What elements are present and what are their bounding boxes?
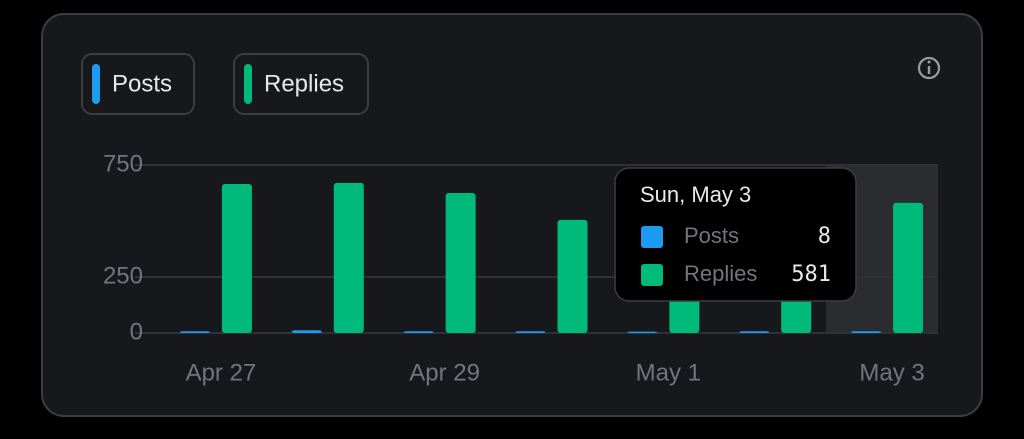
tooltip-label: Replies [684,261,757,286]
bar [291,330,322,333]
legend-chip[interactable] [81,53,195,115]
tooltip-swatch [641,226,663,248]
y-tick-label: 0 [130,318,143,345]
legend-swatch [244,64,252,104]
legend-label: Posts [112,70,172,97]
legend-swatch [92,64,100,104]
tooltip: Sun, May 3 Posts 8 Replies 581 [614,167,857,302]
bar [221,184,252,333]
x-tick-label: May 3 [859,359,924,386]
bar [333,182,364,333]
tooltip-swatch [641,264,663,286]
y-tick-label: 750 [103,150,143,177]
bar [893,202,924,333]
bar [403,331,434,333]
bar [515,331,546,333]
info-icon-dot [927,60,931,64]
x-tick-label: Apr 29 [409,359,480,386]
bar [627,331,658,334]
tooltip-value: 8 [818,224,831,249]
tooltip-label: Posts [684,223,739,248]
x-tick-label: Apr 27 [186,359,257,386]
x-tick-label: May 1 [636,359,701,386]
y-tick-label: 250 [103,262,143,289]
bar [851,331,882,333]
tooltip-value: 581 [791,262,831,287]
bar [445,193,476,333]
tooltip-box [614,167,857,302]
bar [739,331,770,333]
legend: Posts Replies [81,53,369,115]
legend-label: Replies [264,70,344,97]
bar [179,331,210,333]
info-icon[interactable] [917,56,941,80]
bar [557,219,588,333]
tooltip-title: Sun, May 3 [640,182,751,207]
legend-chip[interactable] [233,53,369,115]
